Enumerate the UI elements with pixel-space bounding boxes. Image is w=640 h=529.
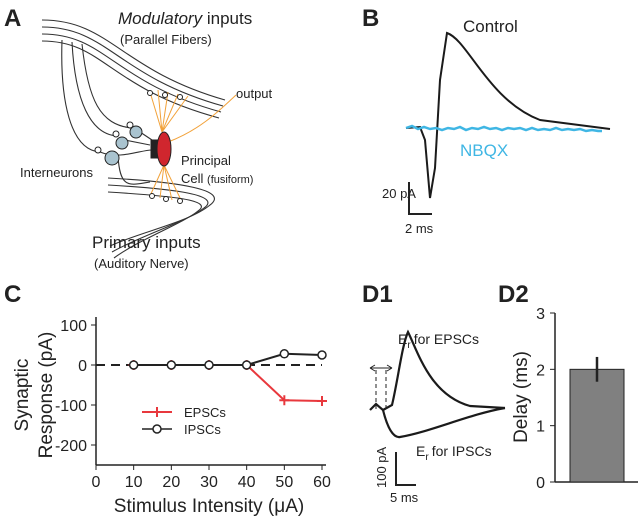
auditory-nerve-label: (Auditory Nerve) — [94, 256, 189, 271]
x-tick-label: 40 — [238, 474, 256, 491]
bar — [569, 368, 625, 483]
legend-marker — [152, 407, 162, 417]
series-line — [133, 352, 323, 366]
nbqx-label: NBQX — [460, 141, 508, 160]
interneurons-label: Interneurons — [20, 165, 93, 180]
panel-label: B — [362, 5, 379, 32]
y-axis-label: Synaptic — [12, 359, 33, 432]
control-label: Control — [463, 17, 518, 36]
circuit-diagram — [41, 19, 226, 259]
parallel-fibers-label: (Parallel Fibers) — [120, 32, 212, 47]
ipsc-trace — [381, 406, 506, 439]
panel-label: C — [4, 281, 21, 308]
scale-y-label: 100 pA — [374, 446, 389, 488]
point — [128, 360, 139, 370]
x-axis-label: Stimulus Intensity (μA) — [114, 496, 304, 517]
epsc-trace — [369, 329, 506, 412]
cell-label: Cell (fusiform) — [181, 171, 253, 186]
e-char: E — [398, 331, 407, 347]
control-trace — [405, 31, 611, 199]
inputs-label: inputs — [207, 9, 252, 28]
point — [204, 360, 214, 370]
y-axis-label: Delay (ms) — [511, 351, 532, 443]
point — [279, 395, 290, 406]
scale-bar — [408, 182, 432, 215]
legend-marker — [152, 424, 162, 434]
x-tick-label: 30 — [200, 474, 218, 491]
point — [317, 350, 327, 360]
y-tick-label: 1 — [536, 419, 545, 436]
epsc-text: for EPSCs — [414, 331, 479, 347]
x-tick-label: 60 — [313, 474, 331, 491]
modulatory-label: Modulatory inputs — [118, 9, 252, 28]
legend-label: EPSCs — [184, 405, 226, 420]
cells — [94, 90, 183, 204]
point — [279, 349, 290, 359]
r-sub: r — [425, 452, 429, 463]
scale-y-label: 20 pA — [382, 186, 416, 201]
r-sub: r — [407, 340, 411, 351]
y-tick-label: -200 — [55, 438, 87, 455]
cell-word: Cell — [181, 171, 204, 186]
scale-y-text: 20 pA — [382, 186, 416, 201]
epsc-label: Er for EPSCs — [398, 331, 479, 351]
panel-label: D1 — [362, 281, 393, 308]
x-tick-label: 10 — [125, 474, 143, 491]
delay-arrow — [369, 364, 393, 372]
e-char: E — [416, 443, 425, 459]
output-label: output — [236, 86, 273, 101]
x-tick-label: 50 — [275, 474, 293, 491]
panel-label: A — [4, 5, 21, 32]
y-tick-label: -100 — [55, 398, 87, 415]
modulatory-italic: Modulatory — [118, 9, 204, 28]
ipsc-text: for IPSCs — [432, 443, 492, 459]
y-tick-label: 0 — [536, 475, 545, 492]
nbqx-trace — [405, 124, 602, 133]
panel-label: D2 — [498, 281, 529, 308]
scale-x-label: 5 ms — [390, 490, 419, 505]
orange-projections — [149, 89, 237, 203]
point — [241, 360, 252, 370]
principal-label: Principal — [181, 153, 231, 168]
x-tick-label: 20 — [162, 474, 180, 491]
scale-bar — [395, 452, 416, 486]
point — [317, 396, 327, 406]
y-axis-label: Response (pA) — [36, 332, 57, 459]
primary-inputs-label: Primary inputs — [92, 233, 201, 252]
y-tick-label: 0 — [78, 358, 87, 375]
scale-x-label: 2 ms — [405, 221, 434, 236]
ipsc-label: Er for IPSCs — [416, 443, 492, 463]
y-tick-label: 3 — [536, 306, 545, 323]
y-tick-label: 100 — [60, 318, 87, 335]
point — [166, 360, 177, 370]
fusiform-word: (fusiform) — [207, 174, 253, 186]
legend-label: IPSCs — [184, 422, 221, 437]
x-tick-label: 0 — [92, 474, 101, 491]
series-line — [133, 364, 323, 402]
y-tick-label: 2 — [536, 362, 545, 379]
